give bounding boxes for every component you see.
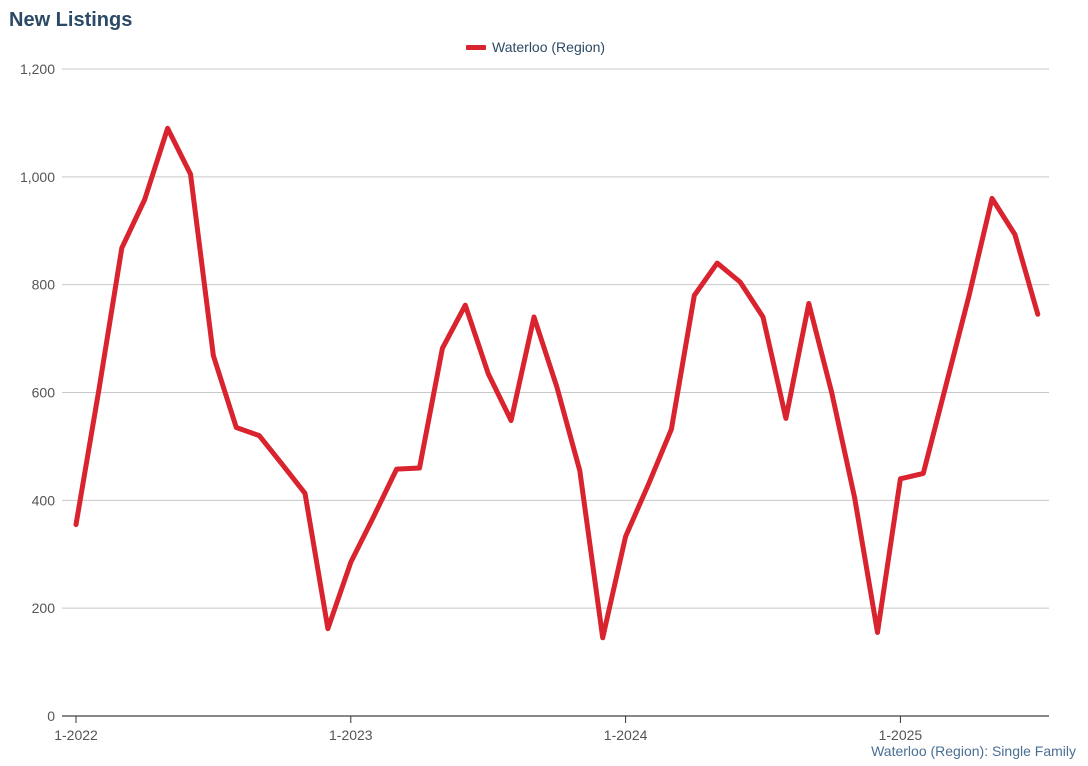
series-line-waterloo-region bbox=[73, 125, 1041, 641]
y-tick-label: 400 bbox=[32, 492, 56, 508]
x-tick-label: 1-2023 bbox=[329, 727, 373, 743]
legend-swatch bbox=[466, 44, 486, 50]
page-title: New Listings bbox=[9, 9, 133, 31]
x-tick-label: 1-2024 bbox=[604, 727, 648, 743]
y-tick-label: 600 bbox=[32, 385, 56, 401]
y-tick-label: 1,000 bbox=[20, 169, 55, 185]
y-tick-label: 0 bbox=[47, 708, 55, 724]
y-tick-label: 1,200 bbox=[20, 61, 55, 77]
series-layer bbox=[73, 125, 1041, 641]
gridlines bbox=[62, 68, 1049, 609]
x-tick-label: 1-2022 bbox=[54, 727, 98, 743]
x-tick-label: 1-2025 bbox=[879, 727, 923, 743]
y-tick-label: 200 bbox=[32, 600, 56, 616]
y-tick-label: 800 bbox=[32, 277, 56, 293]
y-axis-ticks: 0 200 400 600 800 1,000 1,200 bbox=[20, 61, 55, 724]
x-axis-ticks: 1-2022 1-2023 1-2024 1-2025 bbox=[54, 716, 922, 743]
legend-label: Waterloo (Region) bbox=[492, 39, 606, 55]
chart-legend: Waterloo (Region) bbox=[466, 39, 605, 55]
source-caption: Waterloo (Region): Single Family bbox=[871, 743, 1076, 759]
